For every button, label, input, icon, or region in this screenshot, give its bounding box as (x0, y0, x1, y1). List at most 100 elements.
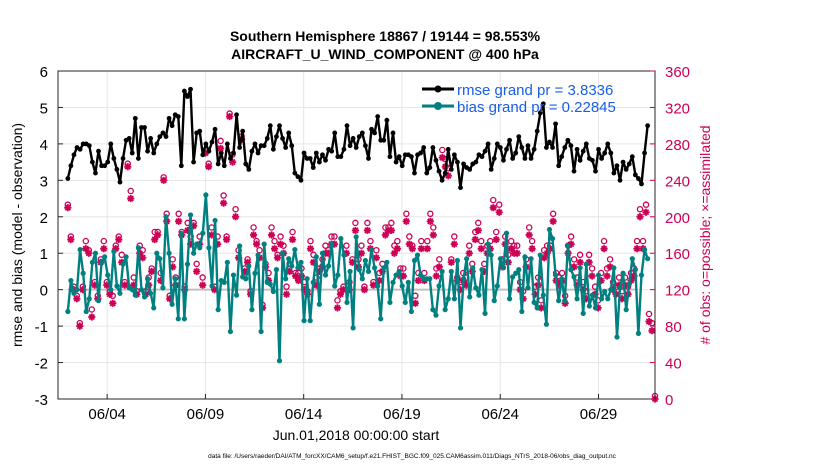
bias-point (427, 276, 433, 282)
x-axis-tick-label: 06/04 (88, 406, 126, 423)
obs-assimilated-marker (405, 240, 413, 248)
rmse-point (629, 154, 635, 160)
chart-title: Southern Hemisphere 18867 / 19144 = 98.5… (230, 28, 541, 44)
bias-point (497, 256, 503, 262)
obs-possible-marker (477, 237, 485, 245)
obs-assimilated-marker (363, 226, 372, 235)
bias-point (439, 268, 445, 275)
obs-possible-marker (322, 242, 329, 249)
obs-assimilated-marker (357, 249, 366, 257)
rmse-point (543, 145, 549, 150)
rmse-point (145, 148, 150, 154)
rmse-point (283, 145, 289, 150)
rmse-point (264, 136, 270, 141)
rmse-point (611, 170, 617, 176)
obs-assimilated-marker (645, 317, 653, 326)
rmse-point (114, 167, 120, 172)
bias-point (246, 263, 252, 269)
bias-point (350, 325, 356, 331)
bias-point (114, 283, 120, 289)
bias-point (166, 250, 172, 256)
obs-assimilated-marker (477, 245, 485, 253)
rmse-point (105, 159, 111, 165)
obs-assimilated-marker (106, 290, 114, 298)
bias-point (451, 296, 457, 302)
obs-possible-marker (400, 265, 407, 272)
obs-possible-marker (220, 192, 227, 199)
obs-assimilated-marker (495, 208, 503, 216)
rmse-point (519, 145, 525, 150)
rmse-point (154, 141, 160, 147)
obs-possible-marker (217, 137, 224, 145)
obs-assimilated-marker (540, 254, 548, 262)
obs-possible-marker (307, 237, 314, 245)
rmse-point (528, 156, 534, 161)
obs-possible-marker (193, 260, 200, 268)
rmse-point (501, 157, 506, 163)
bias-point (442, 307, 448, 313)
rmse-point (175, 114, 181, 119)
rmse-point (71, 152, 77, 158)
obs-possible-marker (334, 297, 341, 304)
obs-assimilated-marker (294, 276, 303, 285)
x-axis-label: Jun.01,2018 00:00:00 start (273, 427, 440, 443)
rmse-point (338, 154, 344, 160)
obs-possible-marker (588, 265, 596, 272)
rmse-point (332, 130, 338, 136)
obs-assimilated-marker (615, 281, 623, 289)
bias-point (454, 257, 461, 264)
bias-point (163, 214, 169, 220)
rmse-point (442, 170, 448, 176)
obs-possible-marker (256, 246, 263, 254)
bias-point (368, 246, 375, 253)
obs-possible-marker (507, 237, 515, 245)
rmse-point (614, 163, 620, 169)
bias-point (571, 274, 577, 280)
rmse-point (228, 156, 233, 161)
bias-point (117, 290, 123, 296)
bias-point (335, 272, 341, 278)
bias-point (92, 250, 99, 256)
bias-point (494, 283, 500, 289)
rmse-point (479, 154, 485, 160)
bias-point (105, 272, 111, 278)
obs-assimilated-marker (330, 240, 339, 248)
left-axis: -3 -2 -1 0 1 2 3 4 5 6 (35, 64, 63, 409)
rmse-point (485, 141, 491, 147)
obs-possible-marker (388, 219, 395, 227)
obs-assimilated-marker (273, 254, 282, 262)
obs-assimilated-marker (306, 245, 315, 253)
bias-point (89, 259, 95, 265)
bias-point (574, 296, 580, 302)
rmse-point (605, 141, 611, 147)
obs-assimilated-marker (546, 245, 554, 253)
obs-assimilated-marker (597, 276, 605, 285)
bias-point (402, 299, 408, 306)
obs-assimilated-marker (339, 286, 348, 294)
bias-point (516, 267, 522, 273)
rmse-point (409, 154, 414, 160)
bias-point (184, 261, 191, 267)
rmse-point (596, 146, 601, 152)
bias-point (528, 256, 534, 262)
rmse-point (209, 139, 215, 145)
bias-point (540, 292, 546, 298)
obs-assimilated-marker (127, 194, 135, 203)
obs-assimilated-marker (450, 240, 458, 248)
bias-point (255, 252, 261, 258)
obs-possible-marker (528, 237, 536, 245)
bias-point (283, 276, 289, 282)
rmse-point (568, 143, 574, 149)
bias-point (120, 261, 126, 267)
rmse-point (261, 143, 267, 149)
rmse-point (583, 141, 589, 147)
rmse-point (559, 154, 565, 160)
bias-point (448, 268, 454, 275)
bias-point (460, 276, 467, 282)
rmse-point (574, 146, 580, 152)
rmse-point (178, 163, 184, 169)
bias-point (375, 283, 381, 289)
obs-assimilated-marker (255, 254, 264, 262)
rmse-point (488, 167, 494, 172)
